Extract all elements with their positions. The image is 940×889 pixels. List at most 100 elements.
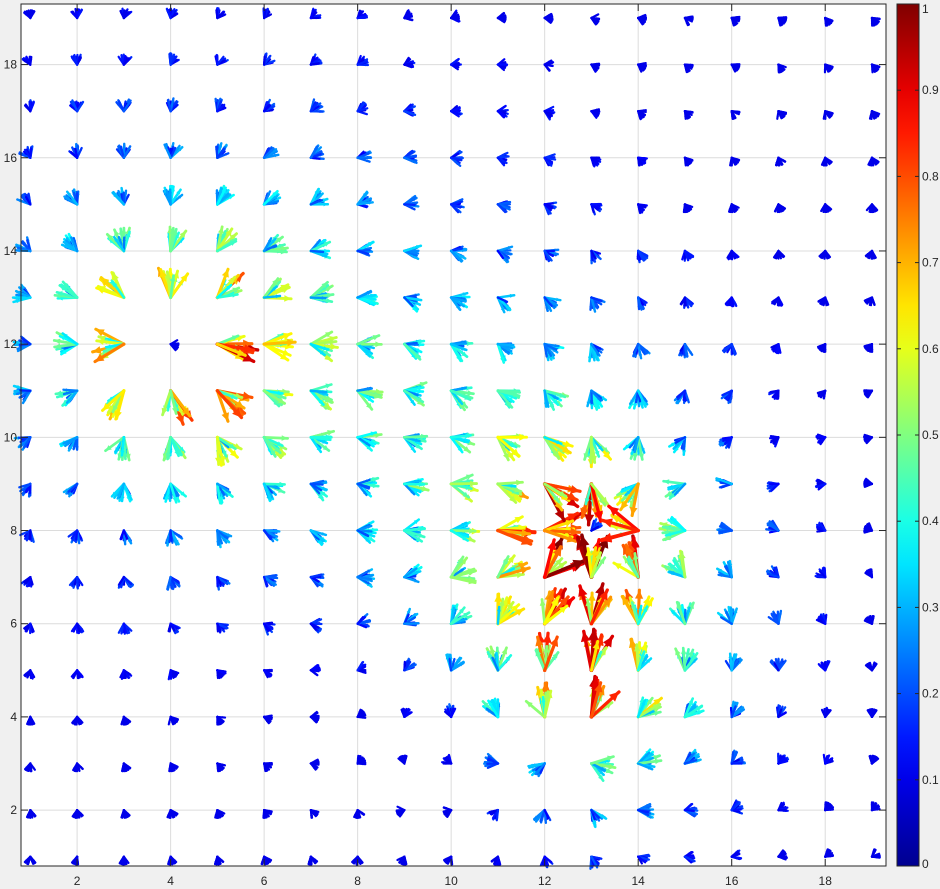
- colorbar-tick-label: 0.9: [922, 83, 939, 97]
- quiver-arrow: [119, 145, 126, 159]
- quiver-arrow: [104, 435, 126, 453]
- quiver-arrow: [72, 855, 79, 865]
- y-tick-label: 16: [4, 151, 18, 165]
- quiver-arrow: [73, 53, 79, 66]
- y-tick-label: 14: [4, 244, 18, 258]
- quiver-arrow: [122, 809, 131, 817]
- quiver-arrow: [122, 622, 128, 634]
- quiver-arrow: [116, 482, 126, 500]
- quiver-arrow: [26, 715, 32, 726]
- quiver-arrow: [216, 576, 219, 588]
- quiver-arrow: [112, 191, 126, 206]
- quiver-arrow: [63, 436, 79, 448]
- quiver-arrow: [590, 156, 601, 160]
- arrow-field: [11, 6, 881, 870]
- colorbar-tick-label: 0.8: [922, 169, 939, 183]
- quiver-arrow: [76, 622, 81, 633]
- quiver-arrow: [67, 482, 79, 493]
- quiver-arrow: [71, 99, 79, 113]
- x-tick-label: 2: [74, 874, 81, 888]
- quiver-arrow: [122, 762, 131, 770]
- quiver-arrow: [19, 389, 32, 392]
- quiver-arrow: [73, 762, 79, 772]
- quiver-arrow: [12, 296, 32, 304]
- colorbar-tick-label: 1: [922, 2, 929, 16]
- quiver-arrow: [403, 754, 406, 765]
- quiver-arrow: [863, 482, 874, 486]
- x-tick-label: 14: [632, 874, 646, 888]
- quiver-arrow: [29, 9, 34, 20]
- y-tick-label: 18: [4, 58, 18, 72]
- y-tick-label: 4: [10, 710, 17, 724]
- y-tick-label: 6: [10, 617, 17, 631]
- quiver-arrow: [29, 809, 32, 819]
- quiver-arrow: [24, 103, 32, 113]
- quiver-arrow: [70, 236, 79, 253]
- quiver-arrow: [23, 148, 32, 159]
- quiver-arrow: [70, 669, 79, 678]
- y-tick-label: 10: [4, 430, 18, 444]
- colorbar-tick-label: 0.2: [922, 687, 939, 701]
- colorbar-tick-label: 0.5: [922, 428, 939, 442]
- quiver-arrow: [122, 575, 133, 586]
- quiver-arrow: [112, 235, 126, 253]
- y-tick-label: 8: [10, 524, 17, 538]
- quiver-arrow: [62, 240, 79, 253]
- quiver-arrow: [74, 147, 79, 159]
- quiver-arrow: [637, 16, 647, 20]
- y-tick-label: 12: [4, 337, 18, 351]
- x-tick-label: 8: [354, 874, 361, 888]
- colorbar-tick-label: 0: [922, 857, 929, 871]
- quiver-arrow: [65, 389, 79, 404]
- quiver-arrow: [76, 715, 83, 725]
- quiver-arrow: [122, 236, 126, 253]
- quiver-arrow: [23, 11, 32, 20]
- quiver-arrow: [70, 529, 79, 540]
- quiver-arrow: [22, 59, 32, 66]
- quiver-arrow: [122, 145, 132, 159]
- x-tick-label: 12: [538, 874, 552, 888]
- quiver-arrow: [777, 808, 788, 812]
- quiver-arrow: [114, 389, 126, 421]
- colorbar-tick-label: 0.4: [922, 514, 939, 528]
- x-tick-label: 4: [167, 874, 174, 888]
- quiver-arrow: [122, 482, 133, 501]
- x-tick-label: 6: [261, 874, 268, 888]
- quiver-arrow: [730, 762, 743, 765]
- quiver-arrow: [23, 576, 32, 584]
- colorbar-tick-label: 0.6: [922, 342, 939, 356]
- colorbar-tick-label: 0.3: [922, 600, 939, 614]
- quiver-arrow: [120, 669, 125, 680]
- colorbar-tick-label: 0.7: [922, 256, 939, 270]
- quiver-arrow: [53, 342, 79, 350]
- quiver-arrow: [496, 63, 509, 66]
- quiver-arrow: [61, 332, 79, 346]
- quiver-arrow: [25, 762, 32, 772]
- quiver-arrow: [29, 855, 36, 865]
- quiver-arrow: [61, 280, 79, 299]
- quiver-arrow: [14, 289, 32, 299]
- quiver-arrow: [403, 855, 406, 866]
- quiver-arrow: [117, 622, 125, 634]
- quiver-arrow: [65, 190, 79, 206]
- quiver-arrow: [111, 280, 126, 299]
- quiver-arrow: [29, 101, 35, 113]
- quiver-arrow: [95, 338, 126, 346]
- quiver-arrow: [122, 529, 129, 540]
- quiver-arrow: [28, 529, 32, 540]
- quiver-arrow: [24, 195, 32, 206]
- quiver-arrow: [75, 575, 79, 589]
- quiver-arrow: [118, 576, 125, 586]
- quiver-arrow: [22, 436, 32, 449]
- quiver-arrow: [72, 436, 79, 451]
- quiver-arrow: [23, 669, 32, 677]
- quiver-arrow: [122, 715, 130, 725]
- y-tick-label: 2: [10, 803, 17, 817]
- quiver-arrow: [28, 622, 32, 635]
- x-tick-label: 10: [444, 874, 458, 888]
- quiver-arrow: [93, 342, 126, 364]
- x-tick-label: 18: [819, 874, 833, 888]
- quiver-arrow: [76, 669, 84, 679]
- colorbar-tick-label: 0.1: [922, 773, 939, 787]
